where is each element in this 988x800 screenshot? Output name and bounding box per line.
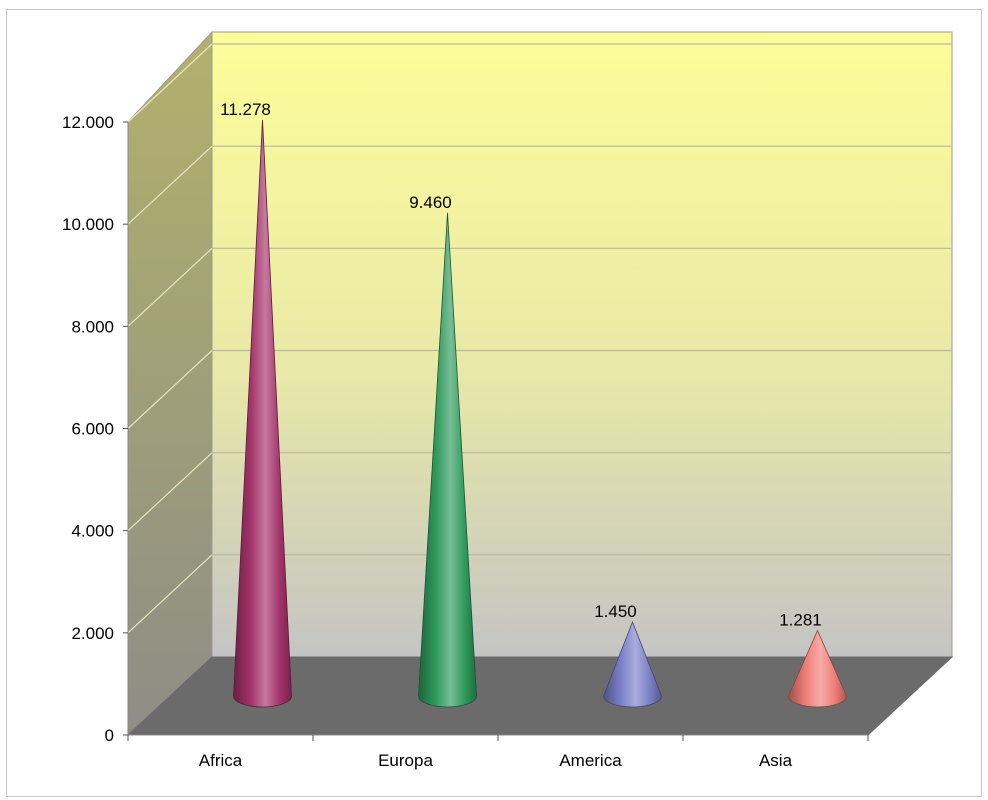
cone-body (788, 629, 847, 708)
data-label: 11.278 (220, 100, 271, 119)
gridline-side (127, 145, 213, 225)
gridlines (127, 43, 952, 634)
y-tick-label: 2.000 (71, 624, 114, 643)
cone-series: 11.278 9.460 1.450 1.281 (220, 100, 847, 708)
y-tick-label: 12.000 (62, 113, 114, 132)
back-wall (211, 31, 953, 658)
cone-asia: 1.281 (779, 611, 847, 708)
cone-europa: 9.460 (409, 193, 477, 708)
category-label: Africa (199, 751, 243, 770)
gridline-side (127, 350, 213, 429)
category-axis: Africa Europa America Asia (127, 735, 869, 770)
cone-body (418, 212, 477, 708)
chart-walls (126, 30, 954, 737)
category-label: Europa (378, 751, 433, 770)
y-tick-label: 6.000 (71, 420, 114, 439)
side-wall (127, 30, 213, 737)
data-label: 1.281 (779, 611, 822, 630)
gridline-side (127, 452, 213, 532)
cone-body (233, 119, 292, 708)
cone-america: 1.450 (594, 602, 662, 708)
y-tick-label: 10.000 (62, 215, 114, 234)
y-tick-label: 4.000 (71, 522, 114, 541)
y-tick-label: 8.000 (71, 317, 114, 336)
data-label: 9.460 (409, 193, 452, 212)
value-axis: 0 2.000 4.000 6.000 8.000 10.000 12.000 (62, 113, 868, 745)
cone-africa: 11.278 (220, 100, 292, 708)
gridline-side (127, 43, 213, 123)
y-tick-label: 0 (105, 726, 114, 745)
gridline-side (127, 247, 213, 327)
category-label: Asia (759, 751, 793, 770)
data-label: 1.450 (594, 602, 637, 621)
category-label: America (559, 751, 622, 770)
cone-body (603, 620, 662, 708)
gridline-side (127, 554, 213, 634)
